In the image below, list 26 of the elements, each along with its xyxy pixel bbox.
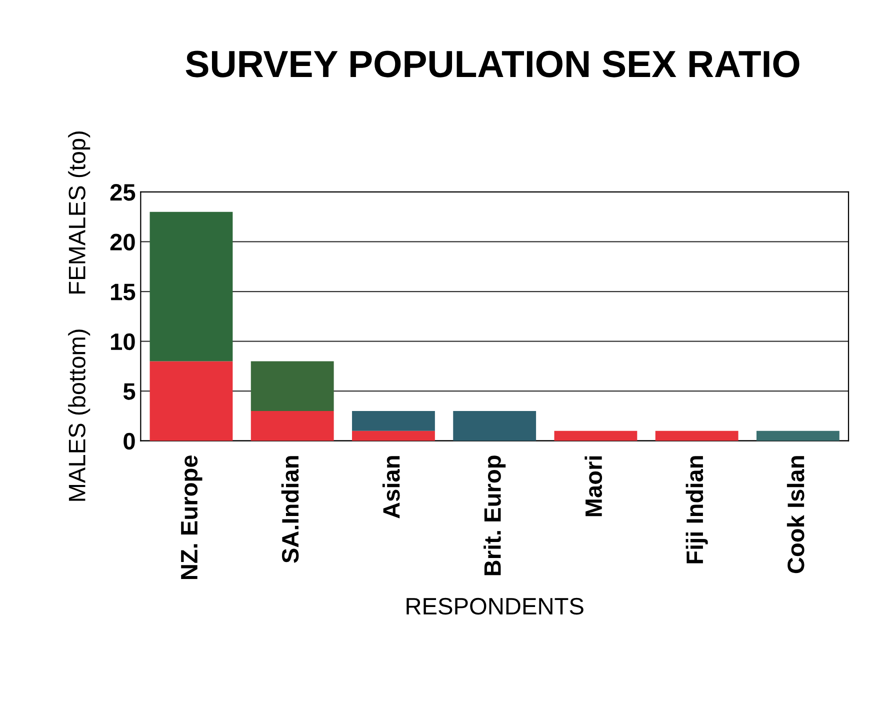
bar [655,430,738,441]
y-tick-label: 15 [111,284,136,300]
x-tick-label: Brit. Europ [484,456,506,576]
x-tick-label: SA.Indian [281,456,299,563]
x-tick-label: Cook Islan [786,456,804,574]
bar [150,361,233,441]
bar [352,430,435,441]
bar [250,410,334,441]
y-tick-label: 0 [124,432,135,450]
x-tick-label: Asian [382,456,400,518]
x-tick-label: NZ. Europe [181,456,202,580]
bar [554,430,638,441]
x-tick-label: Fiji Indian [686,456,708,564]
bar [352,410,435,431]
x-axis-title: RESPONDENTS [406,598,584,615]
y-axis-title: MALES (bottom) FEMALES (top) [68,132,90,501]
bar [756,430,840,441]
y-tick-label: 25 [110,184,136,201]
bar [150,212,233,362]
chart-title: SURVEY POPULATION SEX RATIO [186,50,800,78]
bar [250,361,334,411]
y-tick-label: 10 [111,333,135,350]
y-tick-label: 5 [123,383,136,400]
x-tick-label: Maori [584,456,602,516]
y-tick-label: 20 [110,234,135,251]
bar [453,410,536,441]
